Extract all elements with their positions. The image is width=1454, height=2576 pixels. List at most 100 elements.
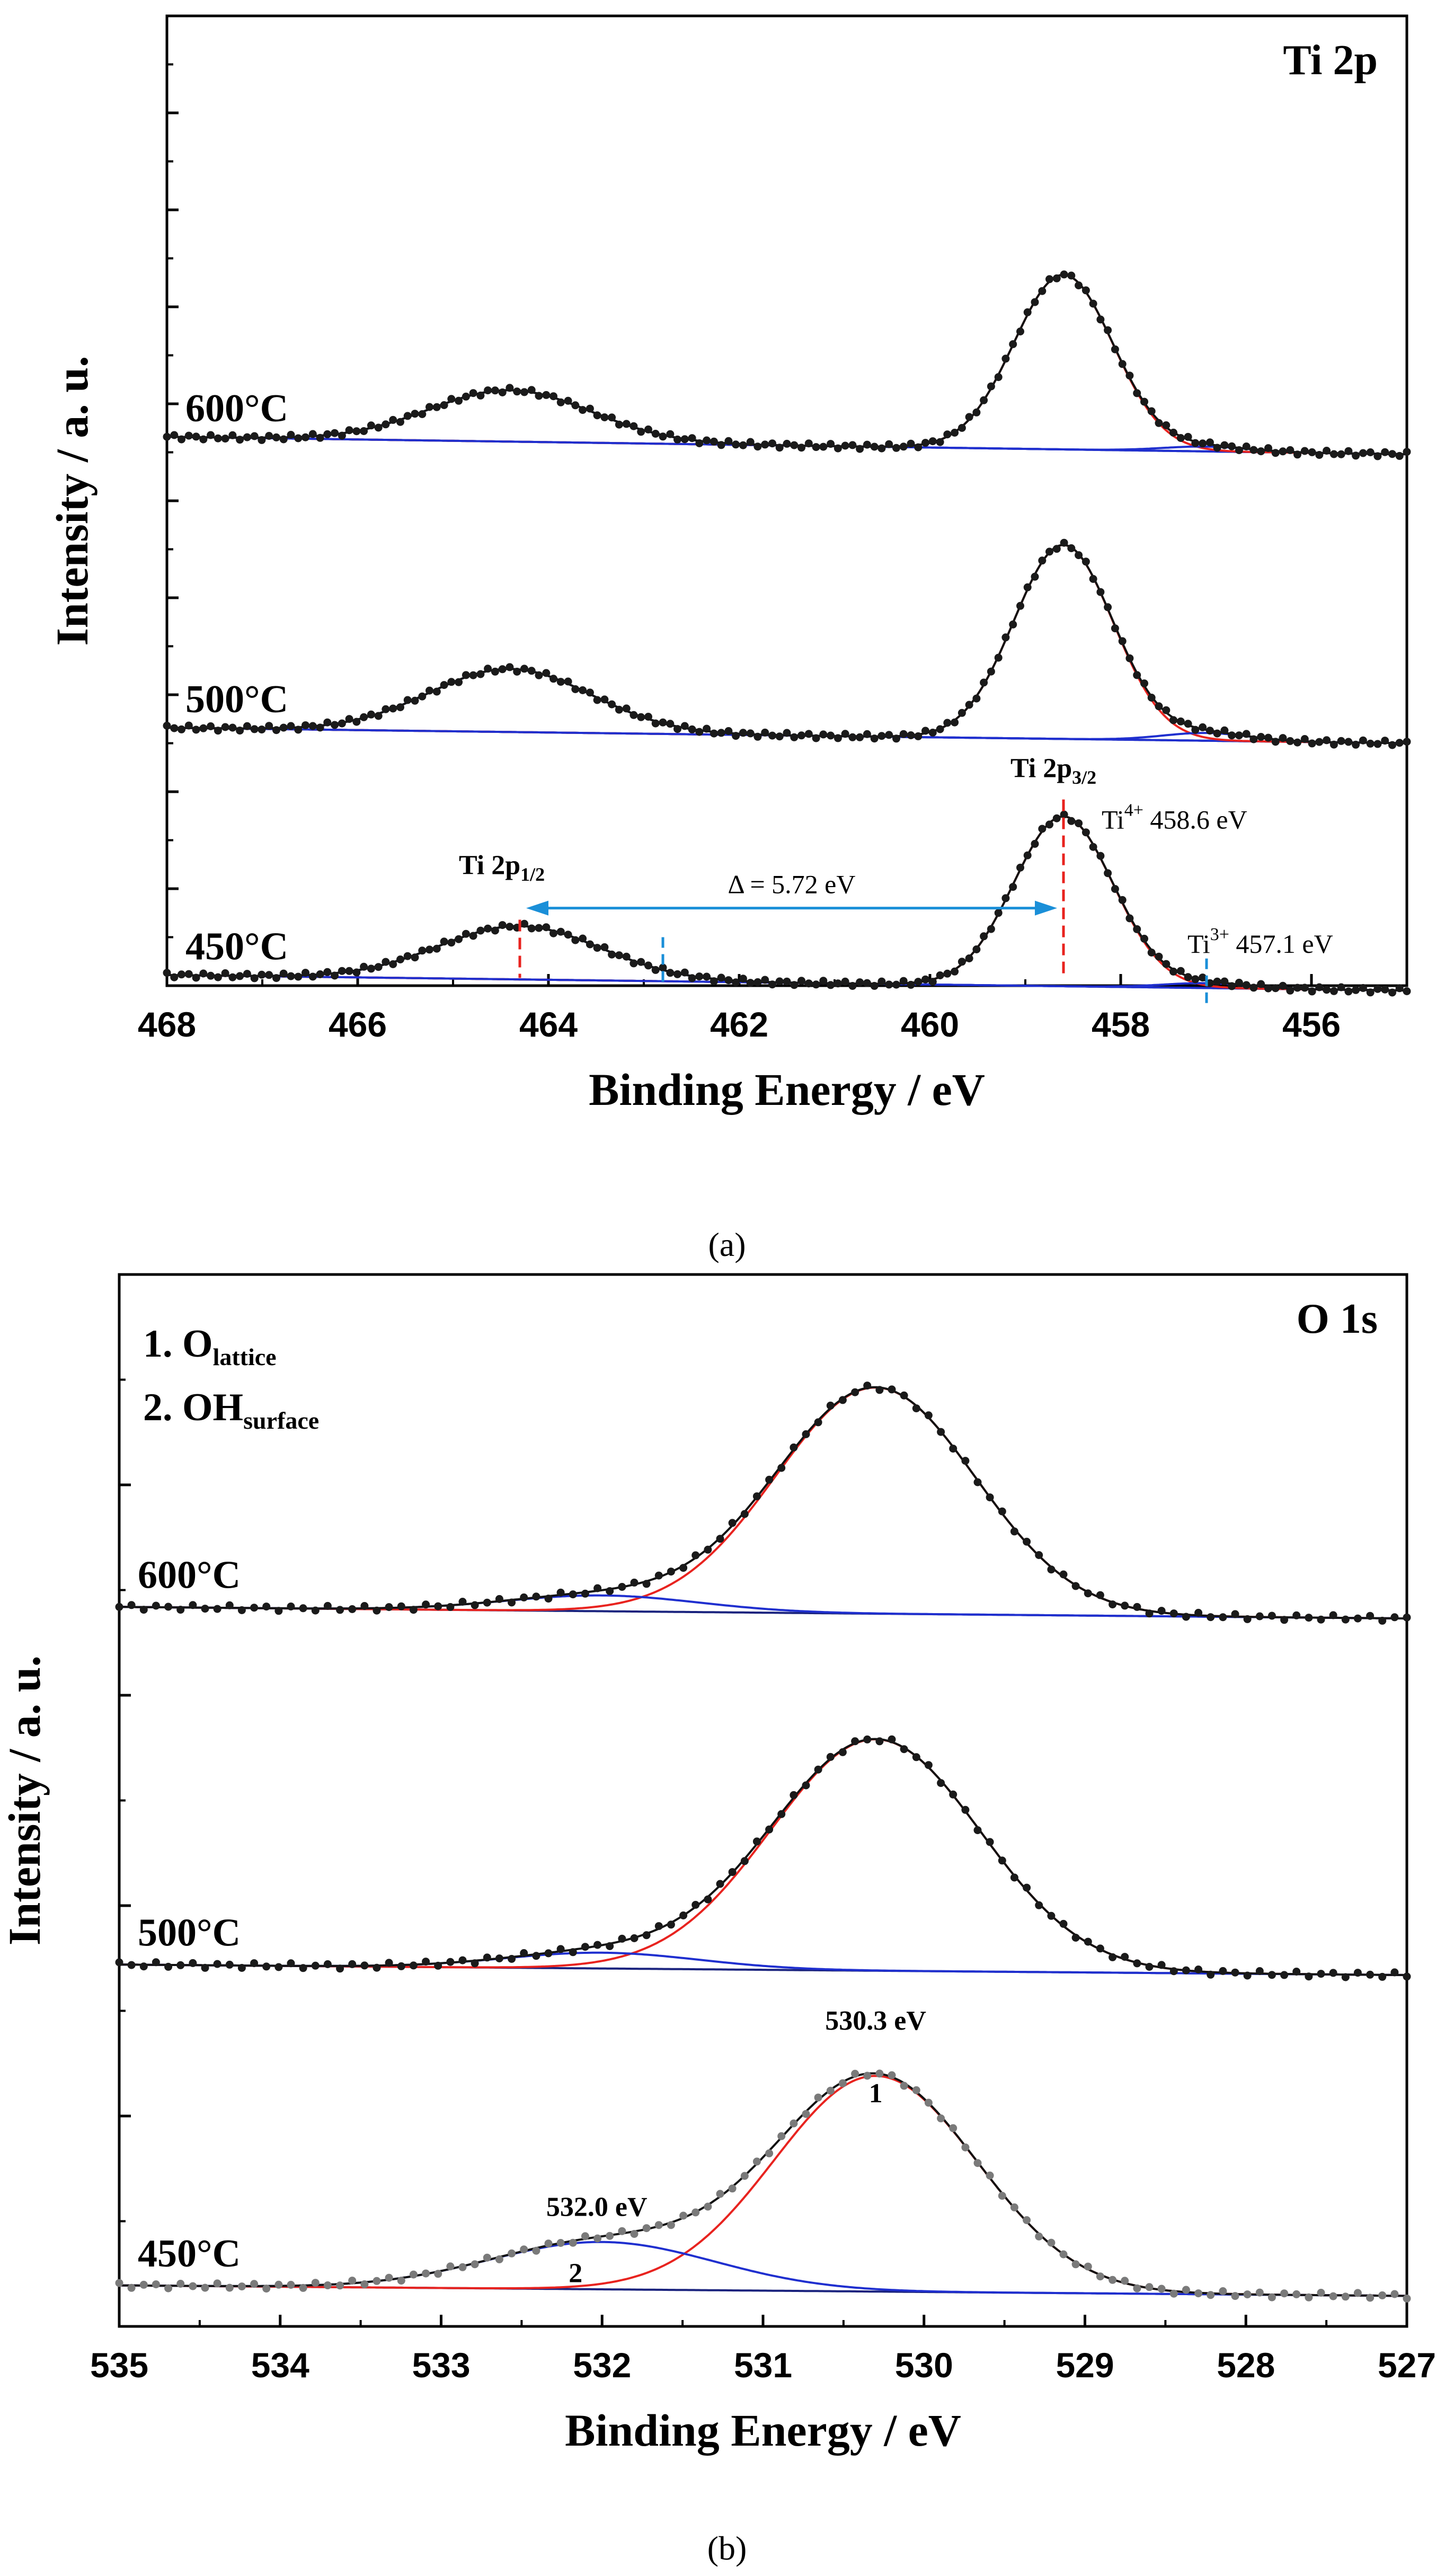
data-point bbox=[506, 384, 514, 392]
data-point bbox=[957, 958, 966, 966]
data-point bbox=[1133, 671, 1141, 679]
data-point bbox=[1038, 825, 1047, 833]
data-point bbox=[912, 2086, 920, 2094]
data-point bbox=[1075, 819, 1083, 828]
data-point bbox=[1147, 407, 1156, 415]
data-point bbox=[644, 713, 652, 721]
data-point bbox=[673, 435, 681, 444]
data-point bbox=[814, 1418, 822, 1427]
data-point bbox=[1271, 738, 1280, 746]
data-point bbox=[841, 441, 849, 450]
data-point bbox=[1059, 1919, 1068, 1928]
data-point bbox=[418, 946, 427, 955]
data-point bbox=[581, 1589, 589, 1598]
data-point bbox=[508, 2249, 516, 2258]
data-point bbox=[225, 1601, 234, 1609]
data-point bbox=[1257, 733, 1265, 741]
data-point bbox=[739, 729, 747, 737]
data-point bbox=[446, 1603, 455, 1611]
data-point bbox=[287, 2281, 295, 2289]
data-point bbox=[593, 944, 601, 952]
data-point bbox=[250, 432, 259, 440]
data-point bbox=[192, 432, 200, 441]
x-tick-label: 529 bbox=[1056, 2345, 1114, 2385]
data-point bbox=[1257, 980, 1265, 988]
data-point bbox=[1155, 702, 1163, 711]
data-point bbox=[1395, 984, 1404, 993]
data-point bbox=[360, 1602, 369, 1610]
data-point bbox=[1388, 741, 1396, 749]
temperature-label: 600°C bbox=[138, 1554, 241, 1597]
data-point bbox=[302, 433, 309, 441]
data-point bbox=[455, 935, 463, 943]
data-point bbox=[1381, 737, 1389, 745]
data-point bbox=[1395, 739, 1404, 747]
data-point bbox=[1009, 883, 1017, 891]
data-point bbox=[1300, 735, 1309, 743]
data-point bbox=[199, 969, 208, 978]
data-point bbox=[949, 2124, 957, 2132]
data-point bbox=[556, 678, 565, 686]
data-point bbox=[957, 709, 966, 717]
data-point bbox=[716, 1880, 724, 1888]
data-point bbox=[768, 980, 776, 989]
caption-a: (a) bbox=[708, 1226, 746, 1263]
data-point bbox=[556, 1945, 565, 1953]
data-point bbox=[957, 424, 966, 432]
data-point bbox=[201, 1963, 209, 1972]
data-point bbox=[1207, 2291, 1215, 2299]
data-point bbox=[352, 718, 361, 726]
data-point bbox=[637, 713, 645, 721]
data-point bbox=[225, 2283, 234, 2292]
data-point bbox=[1388, 988, 1396, 997]
data-point bbox=[532, 2246, 540, 2255]
data-point bbox=[331, 429, 339, 437]
data-point bbox=[1257, 447, 1265, 456]
data-point bbox=[753, 732, 762, 741]
data-point bbox=[471, 2260, 479, 2269]
data-point bbox=[1249, 735, 1258, 743]
data-point bbox=[586, 940, 594, 949]
data-point bbox=[418, 410, 427, 418]
data-point bbox=[790, 981, 799, 989]
data-point bbox=[973, 2159, 982, 2167]
data-point bbox=[184, 721, 193, 730]
data-point bbox=[513, 668, 521, 676]
data-point bbox=[469, 389, 477, 397]
data-point bbox=[654, 1571, 663, 1580]
data-point bbox=[279, 435, 288, 444]
data-point bbox=[856, 978, 864, 987]
data-point bbox=[1045, 275, 1053, 284]
ti2p-panel: 468 466 464 462 460 458 456 Binding Energy / eV… bbox=[47, 14, 1411, 1115]
data-point bbox=[432, 944, 441, 953]
data-point bbox=[336, 1964, 344, 1973]
data-point bbox=[986, 1493, 994, 1502]
data-point bbox=[724, 976, 733, 985]
data-point bbox=[338, 719, 346, 728]
data-point bbox=[228, 431, 237, 439]
data-point bbox=[1381, 985, 1389, 994]
data-point bbox=[1403, 448, 1411, 456]
data-point bbox=[802, 1781, 810, 1790]
data-point bbox=[987, 925, 995, 933]
data-point bbox=[987, 382, 995, 391]
data-point bbox=[348, 2277, 357, 2285]
data-point bbox=[491, 386, 499, 395]
data-point bbox=[1235, 978, 1243, 987]
data-point bbox=[308, 722, 317, 730]
data-point bbox=[331, 971, 339, 980]
data-point bbox=[606, 2232, 614, 2240]
data-point bbox=[1220, 441, 1229, 449]
x-tick-label: 468 bbox=[138, 1005, 196, 1044]
data-point bbox=[127, 1601, 136, 1609]
data-point bbox=[1133, 1959, 1141, 1968]
data-point bbox=[630, 422, 638, 430]
x-tick-label: 460 bbox=[901, 1005, 959, 1044]
data-point bbox=[1341, 1615, 1350, 1624]
data-point bbox=[1194, 2289, 1203, 2298]
data-point bbox=[397, 2277, 405, 2285]
temperature-label: 450°C bbox=[185, 925, 288, 969]
data-point bbox=[783, 729, 791, 737]
data-point bbox=[287, 972, 295, 980]
